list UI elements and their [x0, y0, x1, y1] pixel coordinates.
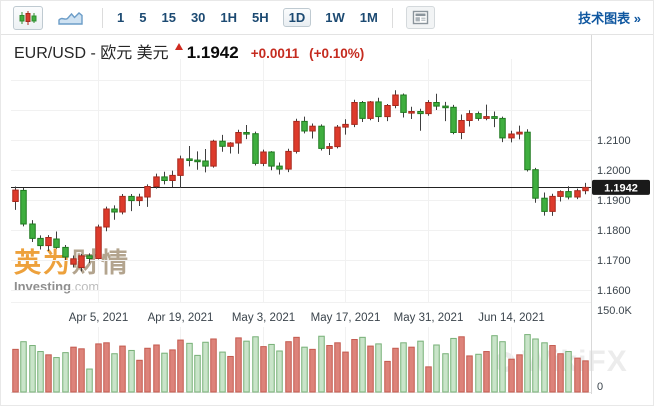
svg-text:1.1800: 1.1800 [597, 225, 631, 237]
last-price: 1.1942 [186, 43, 239, 62]
chart-area: EUR/USD - 欧元 美元 1.1942 +0.0011 (+0.10%) … [1, 35, 653, 406]
svg-text:150.0K: 150.0K [597, 305, 633, 317]
interval-1m-button[interactable]: 1M [359, 10, 378, 25]
svg-text:1.2100: 1.2100 [597, 135, 631, 147]
interval-5h-button[interactable]: 5H [252, 10, 269, 25]
interval-1-button[interactable]: 1 [117, 10, 125, 25]
svg-text:1.2000: 1.2000 [597, 165, 631, 177]
interval-5-button[interactable]: 5 [139, 10, 147, 25]
instrument-header: EUR/USD - 欧元 美元 1.1942 +0.0011 (+0.10%) [14, 39, 364, 63]
price-up-arrow-icon [174, 42, 183, 50]
svg-text:May 31, 2021: May 31, 2021 [394, 312, 464, 324]
interval-selector: 1 5 15 30 1H 5H 1D 1W 1M [116, 8, 379, 27]
svg-text:Jun 14, 2021: Jun 14, 2021 [478, 312, 545, 324]
candlestick-chart-type-button[interactable] [13, 5, 43, 30]
technical-chart-link[interactable]: 技术图表 » [578, 11, 641, 26]
svg-text:May 17, 2021: May 17, 2021 [311, 312, 381, 324]
price-change: +0.0011 [250, 46, 300, 61]
investing-watermark-domain: .com [71, 279, 100, 294]
candlestick-chart-canvas[interactable]: 1.2100 1.2000 1.1900 1.1800 1.1700 1.1600 150.… [1, 35, 654, 406]
chart-toolbar: 1 5 15 30 1H 5H 1D 1W 1M 技术图表 » [1, 1, 653, 35]
date-axis-labels: Apr 5, 2021 Apr 19, 2021 May 3, 2021 May 17… [69, 312, 545, 324]
candles-series[interactable] [12, 90, 589, 272]
price-change-percent: (+0.10%) [309, 46, 365, 61]
svg-text:0: 0 [597, 381, 603, 393]
interval-30-button[interactable]: 30 [190, 10, 206, 25]
last-price-badge: 1.1942 [592, 179, 650, 195]
interval-1d-button[interactable]: 1D [282, 8, 312, 27]
candlestick-icon [19, 10, 37, 25]
svg-text:1.1942: 1.1942 [604, 182, 638, 194]
interval-1h-button[interactable]: 1H [220, 10, 238, 25]
symbol-title: EUR/USD - 欧元 美元 [14, 45, 169, 62]
svg-text:1.1700: 1.1700 [597, 255, 631, 267]
gridlines [11, 35, 592, 394]
volume-series[interactable] [12, 334, 589, 393]
interval-1w-button[interactable]: 1W [325, 10, 345, 25]
news-button[interactable] [405, 6, 435, 29]
toolbar-separator [102, 7, 103, 28]
price-axis-labels: 1.2100 1.2000 1.1900 1.1800 1.1700 1.1600 150.… [597, 135, 633, 393]
svg-text:1.1600: 1.1600 [597, 285, 631, 297]
svg-text:May 3, 2021: May 3, 2021 [232, 312, 295, 324]
svg-text:1.1900: 1.1900 [597, 195, 631, 207]
line-chart-type-button[interactable] [52, 6, 89, 29]
area-chart-icon [58, 12, 83, 25]
toolbar-separator [391, 7, 393, 28]
svg-text:Apr 5, 2021: Apr 5, 2021 [69, 312, 128, 324]
svg-text:Apr 19, 2021: Apr 19, 2021 [148, 312, 214, 324]
interval-15-button[interactable]: 15 [161, 10, 176, 25]
newspaper-icon [412, 10, 429, 25]
investing-watermark-en: Investing [14, 279, 72, 294]
